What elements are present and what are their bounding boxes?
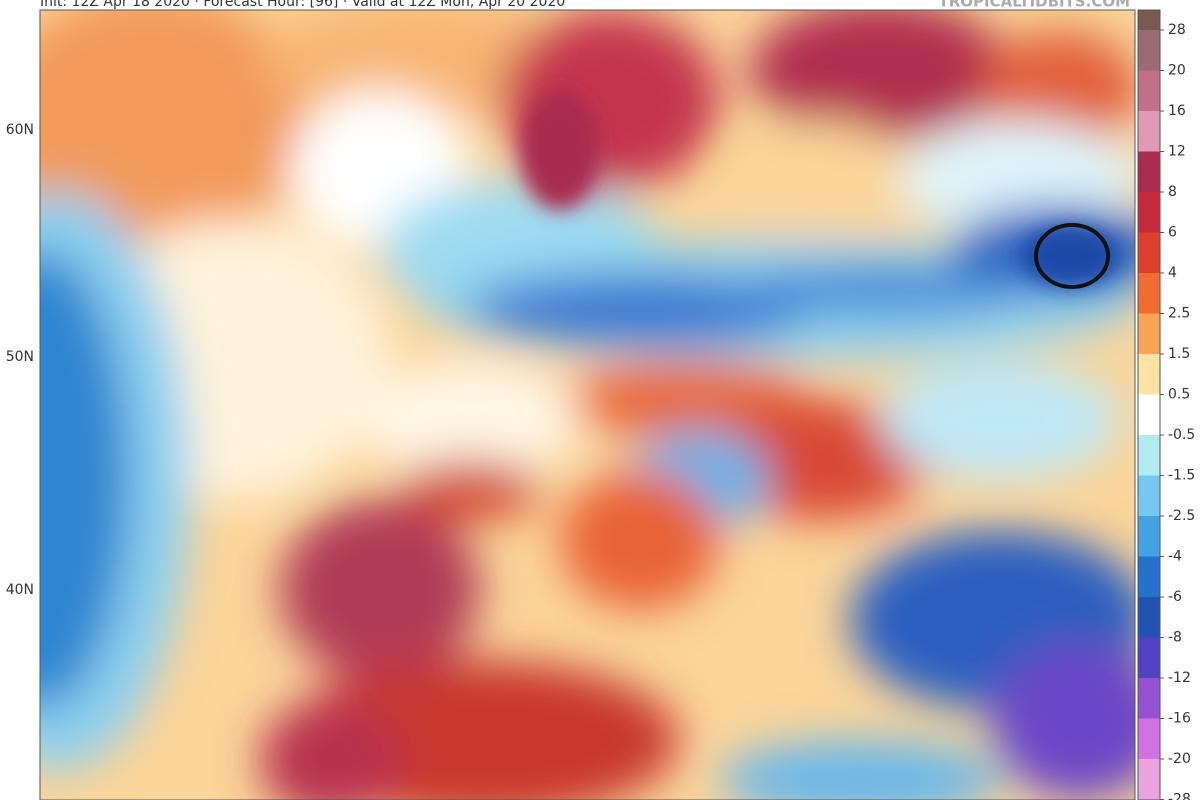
colorbar: 28 20 16 12 8 6 4 2.5 1.5 0.5 -0.5 -1.5 -2.5 -4 -6 -8 -1… — [1137, 9, 1195, 800]
colorbar-label: -28 — [1168, 792, 1191, 800]
colorbar-label: 4 — [1168, 265, 1177, 281]
header-title: Init: 12Z Apr 18 2020 · Forecast Hour: [… — [40, 0, 565, 10]
colorbar-label: 8 — [1168, 184, 1177, 200]
colorbar-bin — [1138, 597, 1160, 638]
lat-label: 40N — [6, 582, 34, 598]
colorbar-label: -0.5 — [1168, 427, 1195, 443]
colorbar-label: 20 — [1168, 63, 1186, 79]
colorbar-bin — [1138, 70, 1160, 111]
colorbar-label: 1.5 — [1168, 346, 1190, 362]
colorbar-bin — [1138, 151, 1160, 192]
colorbar-bin — [1138, 354, 1160, 395]
colorbar-bin — [1138, 637, 1160, 678]
map — [40, 10, 1135, 800]
colorbar-bin — [1138, 30, 1160, 71]
colorbar-bin — [1138, 10, 1160, 30]
colorbar-label: -12 — [1168, 670, 1191, 686]
colorbar-label: 6 — [1168, 225, 1177, 241]
colorbar-bin — [1138, 556, 1160, 597]
watermark: TROPICALTIDBITS.COM — [939, 0, 1131, 11]
map-frame — [39, 9, 1136, 800]
colorbar-bin — [1138, 475, 1160, 516]
colorbar-bin — [1138, 273, 1160, 314]
colorbar-bin — [1138, 232, 1160, 273]
lat-labels: 60N 50N 40N — [6, 122, 34, 598]
colorbar-label: -8 — [1168, 630, 1182, 646]
colorbar-bin — [1138, 435, 1160, 476]
colorbar-bin — [1138, 192, 1160, 233]
colorbar-label: -20 — [1168, 751, 1191, 767]
colorbar-bin — [1138, 313, 1160, 354]
colorbar-label: 16 — [1168, 103, 1186, 119]
colorbar-label: -1.5 — [1168, 468, 1195, 484]
colorbar-bin — [1138, 678, 1160, 719]
colorbar-label: -6 — [1168, 589, 1182, 605]
colorbar-bin — [1138, 759, 1160, 800]
lat-label: 60N — [6, 122, 34, 138]
lat-label: 50N — [6, 349, 34, 365]
colorbar-bin — [1138, 516, 1160, 557]
colorbar-label: 28 — [1168, 22, 1186, 38]
colorbar-label: -2.5 — [1168, 508, 1195, 524]
colorbar-bin — [1138, 718, 1160, 759]
colorbar-bin — [1138, 111, 1160, 152]
colorbar-bin — [1138, 394, 1160, 435]
colorbar-label: -16 — [1168, 711, 1191, 727]
colorbar-label: 2.5 — [1168, 306, 1190, 322]
colorbar-label: -4 — [1168, 549, 1182, 565]
colorbar-label: 12 — [1168, 144, 1186, 160]
highlight-circle — [1034, 223, 1110, 289]
colorbar-label: 0.5 — [1168, 387, 1190, 403]
colorbar-frame — [1137, 9, 1161, 800]
